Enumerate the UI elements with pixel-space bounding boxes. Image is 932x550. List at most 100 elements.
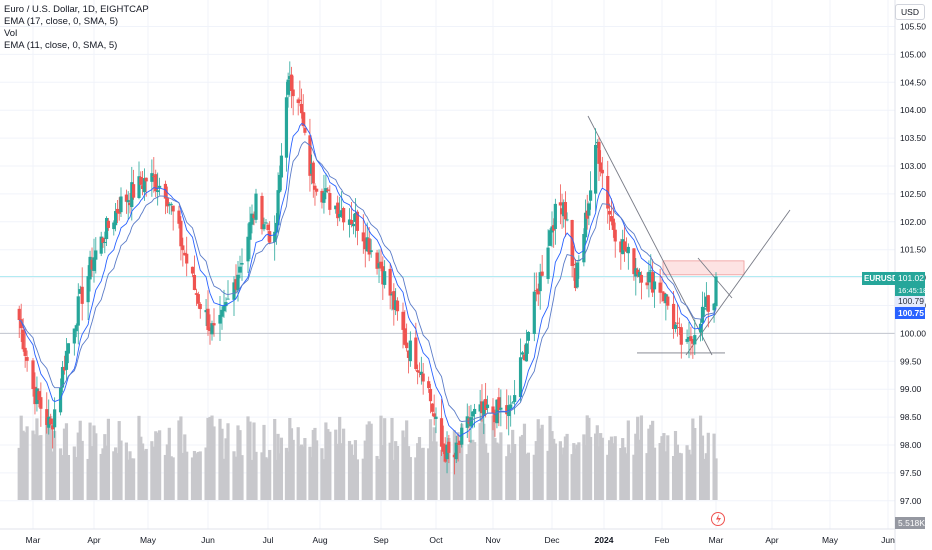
candle-body[interactable] bbox=[76, 296, 80, 326]
candle-body[interactable] bbox=[37, 391, 41, 400]
candle-body[interactable] bbox=[465, 416, 469, 428]
candle-body[interactable] bbox=[130, 182, 134, 207]
candle-body[interactable] bbox=[139, 176, 143, 185]
candle-body[interactable] bbox=[183, 252, 187, 256]
candle-body[interactable] bbox=[252, 214, 256, 219]
candle-body[interactable] bbox=[347, 219, 352, 225]
candle-body[interactable] bbox=[103, 242, 107, 244]
candle-body[interactable] bbox=[31, 360, 35, 390]
candle-body[interactable] bbox=[190, 266, 195, 274]
candle-body[interactable] bbox=[548, 230, 552, 246]
indicator-ema-17[interactable]: EMA (17, close, 0, SMA, 5) bbox=[4, 16, 119, 27]
candle-body[interactable] bbox=[222, 305, 226, 312]
candle-body[interactable] bbox=[274, 222, 278, 233]
candle-body[interactable] bbox=[637, 271, 642, 278]
candle-body[interactable] bbox=[375, 252, 379, 269]
candle-body[interactable] bbox=[671, 303, 676, 330]
candle-body[interactable] bbox=[324, 188, 328, 193]
candle-body[interactable] bbox=[497, 397, 501, 411]
candle-body[interactable] bbox=[392, 291, 396, 310]
candle-body[interactable] bbox=[538, 272, 542, 292]
candle-body[interactable] bbox=[119, 196, 123, 213]
ascending-trendline[interactable] bbox=[685, 209, 791, 356]
candle-body[interactable] bbox=[388, 268, 392, 296]
candle-body[interactable] bbox=[334, 205, 338, 210]
candle-body[interactable] bbox=[639, 274, 644, 283]
candle-body[interactable] bbox=[355, 211, 359, 231]
candle-body[interactable] bbox=[677, 327, 681, 329]
candle-body[interactable] bbox=[532, 291, 536, 334]
candle-body[interactable] bbox=[72, 328, 76, 344]
candle-body[interactable] bbox=[381, 266, 385, 285]
candle-body[interactable] bbox=[171, 205, 175, 212]
candle-body[interactable] bbox=[553, 203, 557, 229]
candle-body[interactable] bbox=[206, 308, 210, 330]
candle-body[interactable] bbox=[434, 416, 438, 419]
candle-body[interactable] bbox=[632, 248, 636, 275]
candle-body[interactable] bbox=[289, 74, 294, 92]
time-axis[interactable]: Mar Apr May Jun Jul Aug Sep Oct Nov Dec 2024 Feb Mar… bbox=[26, 535, 895, 545]
candle-body[interactable] bbox=[439, 418, 444, 447]
candle-body[interactable] bbox=[60, 367, 65, 388]
candle-body[interactable] bbox=[296, 99, 300, 103]
candle-body[interactable] bbox=[167, 203, 171, 206]
candle-body[interactable] bbox=[421, 373, 425, 382]
candle-body[interactable] bbox=[273, 231, 277, 243]
candle-body[interactable] bbox=[594, 144, 598, 194]
candle-body[interactable] bbox=[662, 292, 666, 302]
candle-body[interactable] bbox=[518, 357, 523, 398]
candle-body[interactable] bbox=[80, 286, 84, 304]
ema-11-line[interactable] bbox=[18, 123, 717, 437]
candle-body[interactable] bbox=[679, 327, 683, 345]
candle-body[interactable] bbox=[117, 210, 121, 214]
candle-body[interactable] bbox=[204, 310, 208, 313]
candle-body[interactable] bbox=[112, 222, 116, 230]
candle-body[interactable] bbox=[367, 238, 371, 255]
candle-body[interactable] bbox=[619, 241, 623, 253]
candle-body[interactable] bbox=[310, 163, 314, 174]
candle-body[interactable] bbox=[51, 425, 55, 430]
candle-body[interactable] bbox=[126, 200, 130, 203]
candle-body[interactable] bbox=[427, 381, 431, 389]
candle-body[interactable] bbox=[137, 176, 141, 198]
candle-body[interactable] bbox=[101, 237, 105, 243]
candle-body[interactable] bbox=[563, 202, 568, 220]
candle-body[interactable] bbox=[634, 268, 638, 277]
candle-body[interactable] bbox=[353, 213, 358, 222]
candle-body[interactable] bbox=[105, 217, 109, 240]
candle-body[interactable] bbox=[326, 189, 330, 191]
candle-body[interactable] bbox=[154, 174, 158, 192]
candle-body[interactable] bbox=[39, 397, 43, 409]
candle-body[interactable] bbox=[700, 306, 705, 323]
candle-body[interactable] bbox=[291, 89, 295, 97]
candle-body[interactable] bbox=[599, 162, 603, 172]
candle-body[interactable] bbox=[499, 407, 503, 410]
candle-body[interactable] bbox=[685, 338, 689, 342]
candle-body[interactable] bbox=[210, 323, 214, 335]
candle-body[interactable] bbox=[458, 440, 462, 445]
candle-body[interactable] bbox=[224, 302, 228, 307]
candle-body[interactable] bbox=[445, 444, 449, 460]
candle-body[interactable] bbox=[286, 79, 290, 95]
candle-body[interactable] bbox=[471, 411, 475, 417]
candle-body[interactable] bbox=[301, 112, 305, 127]
candle-body[interactable] bbox=[573, 268, 578, 289]
candle-body[interactable] bbox=[540, 271, 544, 276]
candle-body[interactable] bbox=[99, 236, 103, 254]
candle-body[interactable] bbox=[181, 245, 185, 251]
candle-body[interactable] bbox=[645, 282, 649, 286]
candle-body[interactable] bbox=[609, 216, 614, 222]
candle-body[interactable] bbox=[299, 103, 304, 114]
candle-body[interactable] bbox=[114, 211, 118, 226]
candle-body[interactable] bbox=[196, 294, 200, 304]
candle-body[interactable] bbox=[303, 128, 307, 133]
candle-body[interactable] bbox=[441, 443, 445, 452]
candle-body[interactable] bbox=[401, 311, 405, 330]
candle-body[interactable] bbox=[473, 408, 477, 414]
candle-body[interactable] bbox=[342, 208, 346, 223]
candle-body[interactable] bbox=[338, 213, 342, 218]
indicator-volume[interactable]: Vol bbox=[4, 28, 18, 39]
candle-body[interactable] bbox=[35, 388, 39, 404]
candle-body[interactable] bbox=[288, 76, 292, 80]
candle-body[interactable] bbox=[478, 404, 482, 412]
